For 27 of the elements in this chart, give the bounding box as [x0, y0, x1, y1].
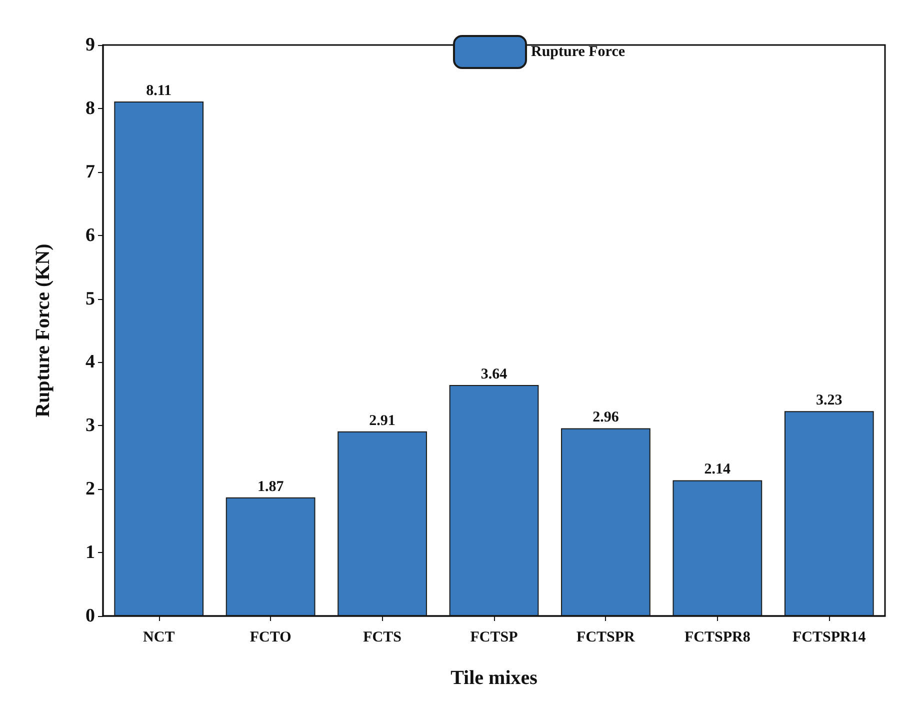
x-tick-label: FCTSP — [470, 630, 518, 646]
y-axis-title: Rupture Force (KN) — [32, 244, 54, 418]
y-tick-label: 9 — [86, 34, 95, 56]
y-tick-label: 5 — [86, 288, 95, 310]
x-tick-label: FCTSPR14 — [792, 630, 866, 646]
data-label: 2.91 — [369, 412, 396, 429]
y-tick-label: 6 — [86, 224, 95, 246]
x-tick-label: FCTSPR — [576, 630, 636, 646]
x-tick-label: NCT — [143, 630, 175, 646]
x-tick-label: FCTSPR8 — [684, 630, 750, 646]
data-label: 2.96 — [592, 410, 620, 426]
data-label: 2.14 — [704, 462, 732, 478]
y-tick-label: 2 — [86, 478, 95, 500]
x-tick-label: FCTS — [363, 630, 402, 646]
legend-label: Rupture Force — [531, 44, 626, 60]
y-tick-label: 7 — [86, 161, 96, 182]
data-label: 3.64 — [480, 366, 508, 383]
y-tick-label: 4 — [86, 352, 96, 373]
data-label: 8.11 — [146, 82, 172, 99]
y-tick-label: 0 — [86, 606, 95, 626]
y-tick-label: 8 — [86, 98, 95, 119]
data-label: 3.23 — [816, 392, 842, 409]
y-tick-label: 1 — [86, 542, 95, 564]
data-label: 1.87 — [257, 478, 284, 495]
x-tick-label: FCTO — [250, 630, 292, 646]
x-axis-title: Tile mixes — [450, 667, 538, 689]
y-tick-label: 3 — [86, 415, 95, 436]
